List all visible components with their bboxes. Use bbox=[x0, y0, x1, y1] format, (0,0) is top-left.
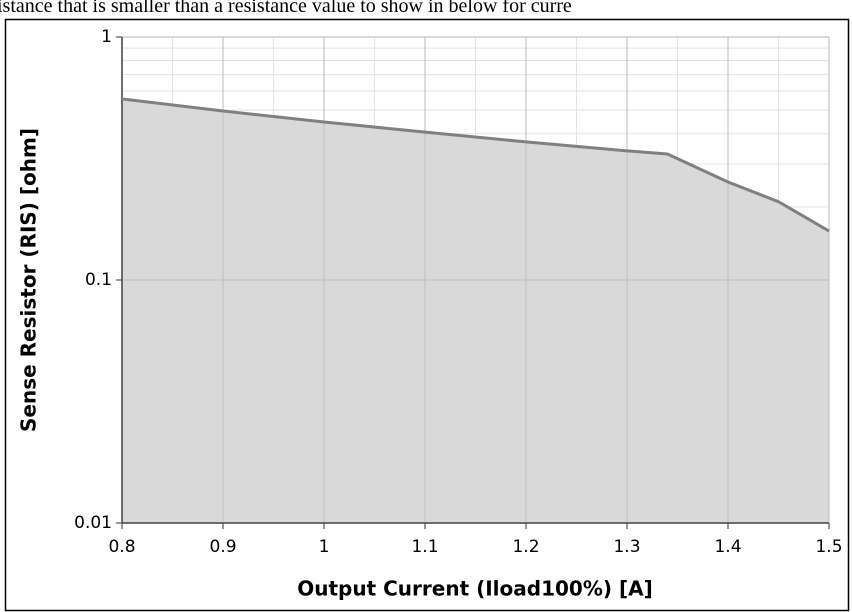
y-axis-title: Sense Resistor (RIS) [ohm] bbox=[17, 128, 41, 432]
y-tick-label: 0.1 bbox=[85, 270, 112, 290]
x-tick-label: 1.1 bbox=[411, 537, 438, 557]
y-tick-label: 1 bbox=[101, 27, 112, 47]
chart-frame bbox=[4, 18, 850, 612]
area-fill bbox=[122, 98, 829, 523]
caption: istance that is smaller than a resistanc… bbox=[0, 0, 572, 17]
x-tick-label: 1.5 bbox=[815, 537, 842, 557]
x-tick-label: 1.4 bbox=[714, 537, 741, 557]
x-tick-label: 1.2 bbox=[512, 537, 539, 557]
area-line bbox=[121, 97, 830, 233]
x-tick-label: 0.9 bbox=[209, 537, 236, 557]
x-axis-title: Output Current (Iload100%) [A] bbox=[297, 577, 653, 601]
x-tick-label: 1.3 bbox=[613, 537, 640, 557]
x-tick-label: 1 bbox=[319, 537, 330, 557]
y-tick-label: 0.01 bbox=[74, 513, 112, 533]
plot-area: 0.01 0.1 1 0.8 0.9 1 1.1 1.2 1.3 1.4 1.5 bbox=[74, 27, 842, 557]
x-tick-label: 0.8 bbox=[108, 537, 135, 557]
